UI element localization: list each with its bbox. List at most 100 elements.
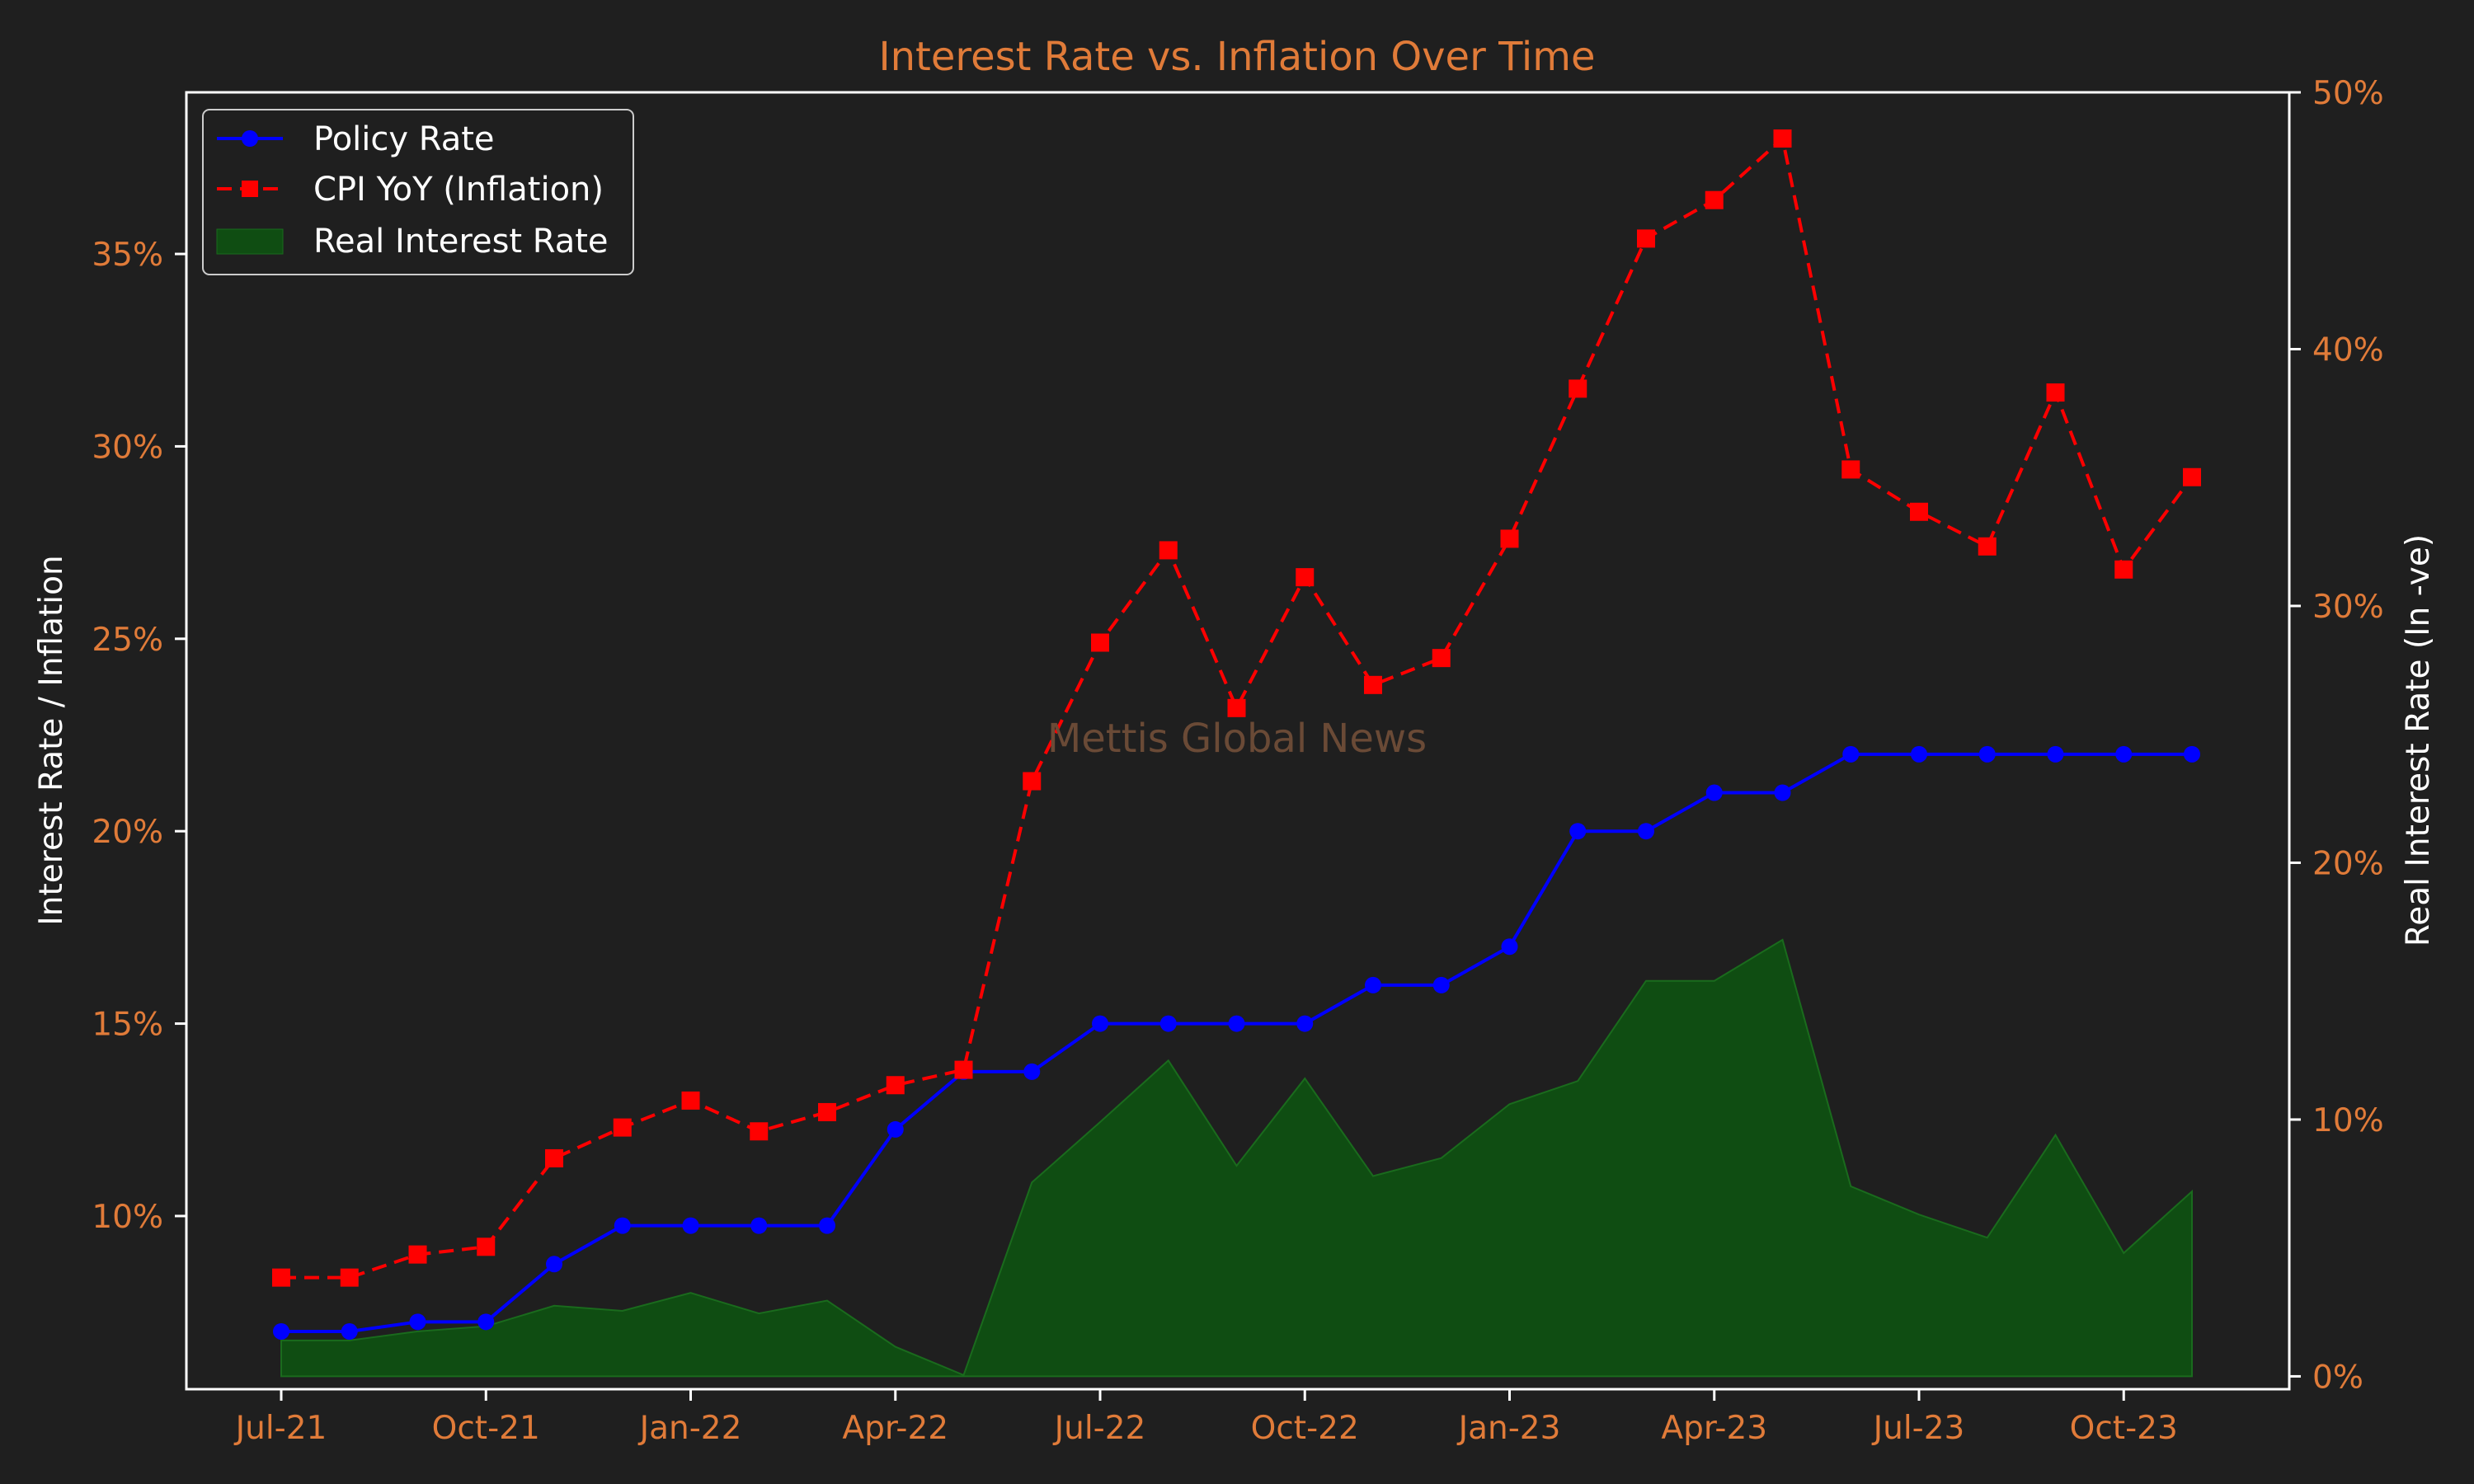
- legend-cpi-marker: [242, 181, 258, 197]
- cpi-inflation-point: [886, 1076, 905, 1095]
- cpi-inflation-point: [1159, 541, 1178, 560]
- cpi-inflation-point: [1432, 649, 1451, 668]
- cpi-inflation-point: [1637, 229, 1655, 248]
- policy-rate-point: [1159, 1015, 1177, 1032]
- cpi-inflation-point: [954, 1060, 973, 1079]
- policy-rate-point: [1432, 976, 1450, 993]
- plot-frame: [185, 91, 2291, 1391]
- cpi-inflation-point: [340, 1268, 359, 1287]
- right-tick-label: 50%: [2312, 75, 2384, 112]
- cpi-inflation-point: [1978, 537, 1997, 556]
- policy-rate-point: [1911, 745, 1927, 763]
- x-tick-label: Jan-23: [1456, 1410, 1561, 1447]
- policy-rate-point: [1842, 745, 1860, 763]
- policy-rate-point: [1092, 1015, 1108, 1032]
- left-tick-label: 30%: [92, 429, 163, 466]
- left-tick-label: 35%: [92, 237, 163, 274]
- cpi-inflation-point: [272, 1268, 290, 1287]
- right-tick-label: 0%: [2312, 1359, 2363, 1396]
- right-tick-label: 20%: [2312, 845, 2384, 882]
- legend-policy-rate-label: Policy Rate: [313, 120, 495, 158]
- cpi-inflation-point: [818, 1102, 836, 1121]
- left-tick-label: 15%: [92, 1007, 163, 1044]
- cpi-inflation-point: [1023, 772, 1042, 791]
- right-tick-label: 30%: [2312, 589, 2384, 626]
- cpi-inflation-point: [1500, 529, 1519, 548]
- policy-rate-point: [1296, 1015, 1314, 1032]
- policy-rate-point: [1365, 976, 1381, 993]
- policy-rate-point: [750, 1217, 768, 1234]
- policy-rate-point: [682, 1217, 699, 1234]
- cpi-inflation-point: [1773, 129, 1792, 148]
- legend-real-rate-swatch: [216, 228, 284, 255]
- x-tick-label: Oct-21: [432, 1410, 540, 1447]
- cpi-inflation-point: [545, 1148, 563, 1167]
- policy-rate-point: [2184, 745, 2200, 763]
- legend-real-rate-label: Real Interest Rate: [313, 223, 609, 261]
- cpi-inflation-point: [2114, 560, 2133, 579]
- legend-cpi-label: CPI YoY (Inflation): [313, 171, 604, 209]
- cpi-inflation-point: [1091, 633, 1109, 652]
- policy-rate-point: [409, 1313, 426, 1331]
- watermark-text: Mettis Global News: [1047, 716, 1427, 762]
- right-axis-ticks: 0% 10% 20% 30% 40% 50%: [2289, 75, 2384, 1396]
- policy-rate-point: [1501, 938, 1518, 956]
- cpi-inflation-point: [1296, 568, 1315, 587]
- cpi-inflation-point: [613, 1118, 632, 1137]
- policy-rate-point: [887, 1120, 904, 1138]
- cpi-inflation-point: [750, 1122, 769, 1141]
- legend: Policy Rate CPI YoY (Inflation) Real Int…: [202, 109, 634, 275]
- policy-rate-point: [477, 1313, 495, 1331]
- right-tick-label: 10%: [2312, 1102, 2384, 1139]
- cpi-inflation-point: [1364, 675, 1382, 694]
- cpi-inflation-point: [681, 1091, 700, 1110]
- policy-rate-point: [1705, 784, 1723, 801]
- legend-policy-rate-marker: [242, 130, 258, 147]
- x-tick-label: Oct-22: [1251, 1410, 1359, 1447]
- policy-rate-point: [1569, 823, 1587, 840]
- x-tick-label: Jul-21: [233, 1410, 327, 1447]
- cpi-inflation-point: [1569, 379, 1587, 398]
- policy-rate-point: [1638, 823, 1654, 840]
- policy-rate-point: [1978, 745, 1996, 763]
- left-axis-title: Interest Rate / Inflation: [33, 555, 70, 925]
- policy-rate-point: [546, 1256, 562, 1273]
- policy-rate-point: [341, 1322, 358, 1340]
- left-axis-ticks: 10% 15% 20% 25% 30% 35%: [92, 237, 186, 1236]
- cpi-inflation-line: [281, 135, 2194, 1280]
- x-tick-label: Apr-23: [1661, 1410, 1767, 1447]
- right-tick-label: 40%: [2312, 331, 2384, 369]
- chart-title: Interest Rate vs. Inflation Over Time: [878, 34, 1595, 80]
- cpi-inflation-point: [1910, 502, 1928, 521]
- x-tick-label: Jul-22: [1052, 1410, 1146, 1447]
- left-tick-label: 25%: [92, 622, 163, 659]
- policy-rate-point: [819, 1217, 835, 1234]
- x-tick-label: Jul-23: [1871, 1410, 1965, 1447]
- cpi-inflation-point: [1705, 190, 1724, 209]
- real-interest-area-group: [280, 938, 2193, 1378]
- left-tick-label: 10%: [92, 1199, 163, 1236]
- policy-rate-point: [614, 1217, 631, 1234]
- policy-rate-point: [1774, 784, 1791, 801]
- cpi-inflation-point: [1227, 698, 1246, 717]
- policy-rate-point: [1023, 1063, 1041, 1080]
- policy-rate-point: [2047, 745, 2064, 763]
- cpi-inflation-point: [2183, 467, 2201, 486]
- series-markers-group: [272, 129, 2201, 1340]
- policy-rate-point: [2115, 745, 2133, 763]
- cpi-inflation-point: [477, 1237, 496, 1256]
- x-tick-label: Jan-22: [637, 1410, 742, 1447]
- policy-rate-point: [273, 1322, 289, 1340]
- x-tick-label: Apr-22: [842, 1410, 948, 1447]
- x-tick-label: Oct-23: [2070, 1410, 2178, 1447]
- cpi-inflation-point: [1841, 460, 1860, 479]
- real-interest-rate-area: [280, 938, 2193, 1378]
- legend-box: [202, 109, 634, 275]
- policy-rate-point: [1228, 1015, 1245, 1032]
- cpi-inflation-point: [408, 1245, 427, 1264]
- right-axis-title: Real Interest Rate (In -ve): [2400, 534, 2437, 946]
- left-tick-label: 20%: [92, 814, 163, 851]
- x-axis-ticks: Jul-21 Oct-21 Jan-22 Apr-22 Jul-22 Oct-22 Jan-…: [233, 1389, 2178, 1447]
